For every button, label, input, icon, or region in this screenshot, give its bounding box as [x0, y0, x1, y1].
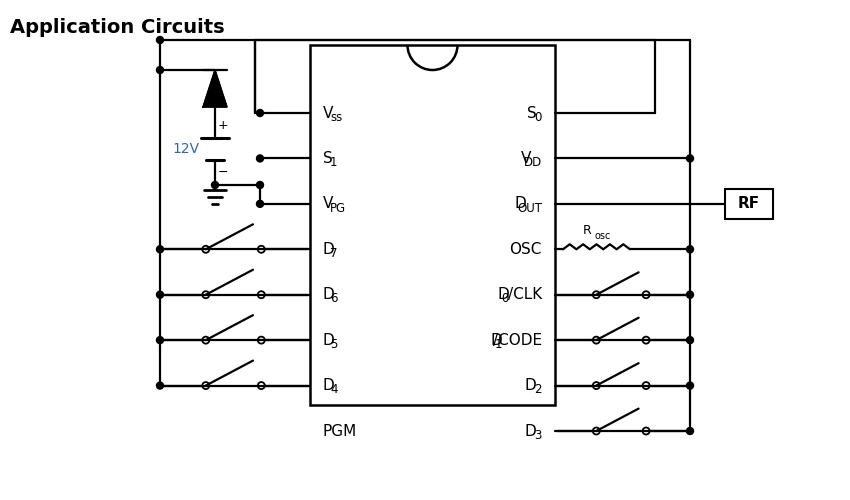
Text: V: V: [323, 106, 333, 120]
Text: 1: 1: [495, 338, 502, 351]
Circle shape: [156, 291, 163, 298]
Circle shape: [687, 428, 694, 434]
Text: V: V: [521, 151, 531, 166]
Text: D: D: [323, 378, 335, 393]
Text: 0: 0: [535, 110, 542, 124]
Circle shape: [257, 182, 264, 188]
Text: osc: osc: [594, 232, 611, 241]
Circle shape: [687, 155, 694, 162]
Bar: [725, 189, 773, 219]
Text: R: R: [583, 224, 592, 237]
Circle shape: [257, 110, 264, 116]
Circle shape: [687, 382, 694, 389]
Text: 6: 6: [330, 292, 337, 306]
Text: 3: 3: [535, 428, 542, 442]
Text: D: D: [525, 424, 536, 438]
Text: 12V: 12V: [172, 142, 199, 156]
Text: PGM: PGM: [323, 424, 357, 438]
Circle shape: [156, 66, 163, 73]
Text: DD: DD: [524, 156, 542, 169]
Bar: [310, 45, 555, 405]
Text: 2: 2: [535, 384, 542, 396]
Circle shape: [687, 246, 694, 253]
Text: OSC: OSC: [510, 242, 542, 257]
Text: S: S: [323, 151, 332, 166]
Text: D: D: [490, 332, 502, 347]
Circle shape: [257, 200, 264, 207]
Text: D: D: [323, 242, 335, 257]
Circle shape: [156, 246, 163, 253]
Text: RF: RF: [738, 196, 760, 212]
Text: /CODE: /CODE: [493, 332, 542, 347]
Text: 0: 0: [502, 292, 509, 306]
Circle shape: [257, 155, 264, 162]
Polygon shape: [203, 70, 227, 107]
Circle shape: [212, 182, 218, 188]
Circle shape: [687, 336, 694, 344]
Text: /CLK: /CLK: [507, 287, 542, 302]
Text: +: +: [218, 119, 229, 132]
Text: V: V: [323, 196, 333, 212]
Text: ss: ss: [330, 110, 343, 124]
Text: PG: PG: [330, 202, 346, 214]
Text: D: D: [323, 287, 335, 302]
Text: 7: 7: [330, 247, 337, 260]
Text: 1: 1: [330, 156, 337, 169]
Text: 5: 5: [330, 338, 337, 351]
Text: S: S: [527, 106, 536, 120]
Text: 4: 4: [330, 384, 337, 396]
Text: OUT: OUT: [517, 202, 542, 214]
Text: D: D: [497, 287, 509, 302]
Circle shape: [156, 382, 163, 389]
Text: D: D: [323, 332, 335, 347]
Text: Application Circuits: Application Circuits: [10, 18, 224, 37]
Circle shape: [156, 336, 163, 344]
Text: D: D: [525, 378, 536, 393]
Circle shape: [156, 36, 163, 44]
Text: −: −: [218, 166, 229, 179]
Text: D: D: [514, 196, 526, 212]
Circle shape: [687, 291, 694, 298]
